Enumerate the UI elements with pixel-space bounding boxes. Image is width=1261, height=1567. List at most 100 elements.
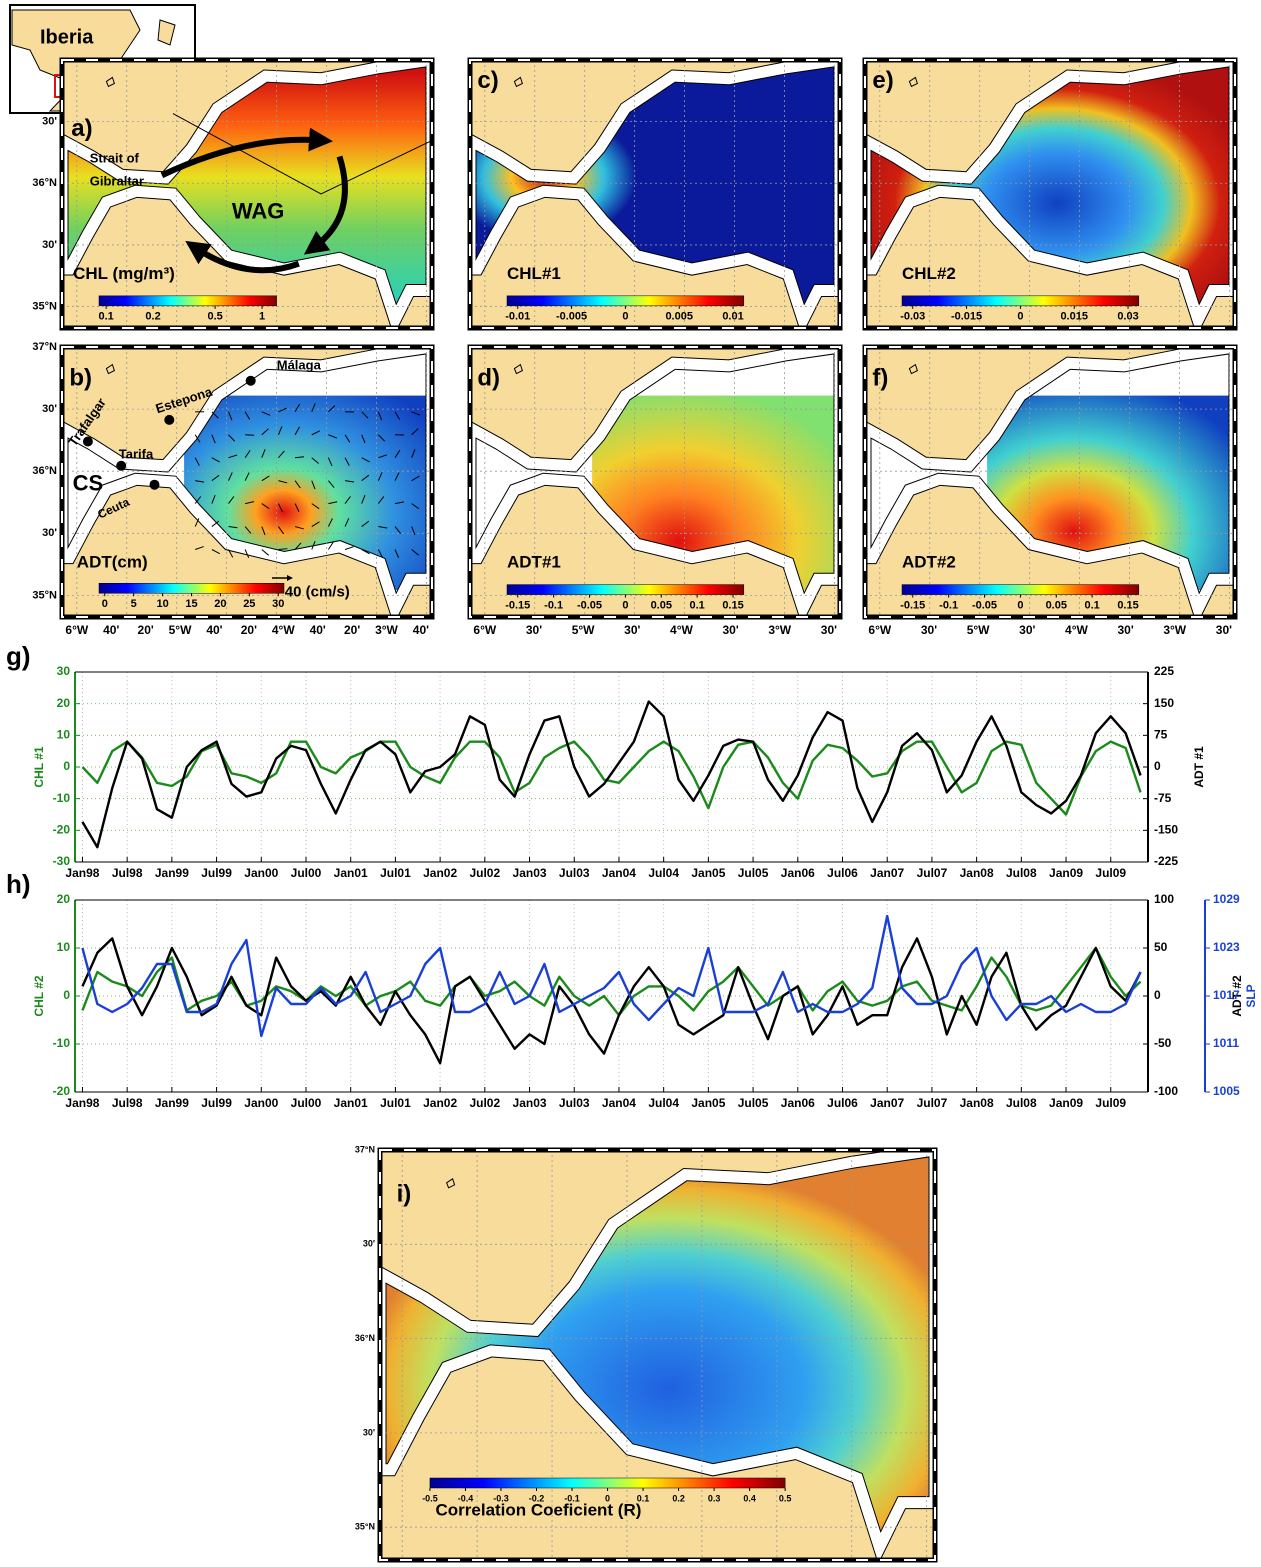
lon-label: 6°W — [65, 623, 88, 637]
panel-label: d) — [477, 365, 500, 392]
x-tick-label: Jul03 — [559, 866, 590, 880]
colorbar-title: CHL#1 — [507, 264, 561, 283]
panel-label: a) — [71, 115, 92, 142]
velocity-vector — [295, 456, 305, 459]
x-tick-label: Jul03 — [559, 1096, 590, 1110]
velocity-vector — [211, 520, 220, 527]
map-frame-ticks — [469, 346, 841, 618]
inset-label: Iberia — [40, 26, 94, 48]
coastal-band — [380, 1150, 935, 1560]
colorbar-tick-label: 10 — [156, 598, 168, 610]
x-tick-label: Jul07 — [917, 866, 948, 880]
colorbar-tick-label: 0.05 — [1046, 600, 1067, 612]
velocity-vector — [411, 549, 419, 556]
x-tick-label: Jul06 — [827, 1096, 858, 1110]
lon-label: 40' — [103, 623, 119, 637]
coastal-band — [62, 347, 432, 617]
colorbar-tick-label: -0.2 — [529, 1493, 545, 1503]
velocity-vector — [377, 411, 383, 421]
velocity-vector — [294, 403, 301, 413]
colorbar-tick-label: 0.15 — [1117, 600, 1138, 612]
velocity-vector — [228, 526, 238, 529]
velocity-vector — [278, 526, 285, 535]
x-tick-label: Jan07 — [870, 866, 904, 880]
coastal-band — [865, 60, 1235, 328]
velocity-vector — [195, 480, 205, 483]
y-tick-label: 20 — [57, 696, 71, 710]
velocity-vector — [311, 540, 316, 550]
velocity-vector — [228, 434, 236, 442]
colorbar-tick-label: -0.1 — [544, 600, 563, 612]
colorbar — [429, 1477, 786, 1489]
x-tick-label: Jan09 — [1049, 866, 1083, 880]
velocity-vector — [228, 472, 233, 481]
panel-label: e) — [872, 67, 893, 94]
map-panel — [470, 347, 840, 617]
velocity-vector — [211, 411, 219, 419]
colorbar-tick-label: -0.05 — [972, 600, 997, 612]
y-tick-label: 1005 — [1213, 1084, 1240, 1098]
velocity-vector — [394, 472, 400, 481]
lon-label: 30' — [921, 623, 937, 637]
velocity-vector — [377, 472, 383, 481]
lat-label: 30' — [42, 403, 57, 415]
velocity-vector — [394, 501, 404, 505]
map-frame-ticks — [61, 346, 433, 618]
velocity-vector — [211, 549, 221, 555]
lon-label: 40' — [413, 623, 429, 637]
velocity-vector — [344, 496, 351, 504]
colorbar-tick-label: -0.015 — [951, 311, 982, 323]
colorbar-tick-label: 0.005 — [665, 311, 693, 323]
panel-label: h) — [6, 869, 31, 899]
y-axis-label: CHL #2 — [32, 975, 46, 1016]
colorbar — [98, 583, 285, 594]
y-tick-label: 30 — [57, 664, 71, 678]
x-tick-label: Jan99 — [155, 1096, 189, 1110]
map-panel — [62, 60, 432, 328]
velocity-vector — [378, 526, 388, 529]
colorbar-title: Correlation Coeficient (R) — [436, 1500, 642, 1519]
velocity-vector — [261, 549, 269, 556]
map-panel — [62, 347, 432, 617]
velocity-vector — [311, 503, 320, 510]
velocity-vector — [277, 503, 283, 512]
x-tick-label: Jan09 — [1049, 1096, 1083, 1110]
velocity-vector — [394, 549, 400, 558]
colorbar-tick-label: 5 — [131, 598, 137, 610]
velocity-vector — [194, 434, 201, 443]
series-line — [81, 700, 1142, 849]
velocity-vector — [361, 474, 370, 482]
x-tick-label: Jul05 — [738, 866, 769, 880]
velocity-vector — [244, 472, 250, 481]
velocity-vector — [244, 411, 251, 420]
velocity-vector — [328, 480, 335, 488]
velocity-vector — [194, 457, 200, 466]
lon-label: 20' — [138, 623, 154, 637]
x-tick-label: Jan98 — [65, 866, 99, 880]
lon-label: 5°W — [169, 623, 192, 637]
velocity-vector — [294, 503, 300, 512]
city-dot — [245, 375, 256, 386]
x-tick-label: Jan06 — [781, 1096, 815, 1110]
velocity-vector — [244, 449, 251, 458]
velocity-vector — [394, 411, 401, 420]
x-tick-label: Jul08 — [1006, 1096, 1037, 1110]
map-frame-ticks — [469, 59, 841, 329]
colorbar-tick-label: -0.4 — [458, 1493, 474, 1503]
x-tick-label: Jul02 — [469, 866, 500, 880]
velocity-vector — [211, 457, 220, 463]
y-axis-label: SLP — [1244, 984, 1258, 1007]
map-annotation: CS — [73, 471, 104, 496]
colorbar-tick-label: 0 — [102, 598, 108, 610]
panel-label: g) — [6, 641, 31, 671]
colorbar — [901, 584, 1140, 595]
colorbar-tick-label: 0 — [1017, 311, 1023, 323]
x-tick-label: Jan05 — [691, 866, 725, 880]
colorbar-title: CHL (mg/m³) — [73, 264, 175, 283]
panel-label: i) — [397, 1180, 412, 1207]
x-tick-label: Jan01 — [334, 1096, 368, 1110]
velocity-vector — [228, 454, 238, 459]
x-tick-label: Jan08 — [960, 866, 994, 880]
lat-label: 30' — [42, 527, 57, 539]
